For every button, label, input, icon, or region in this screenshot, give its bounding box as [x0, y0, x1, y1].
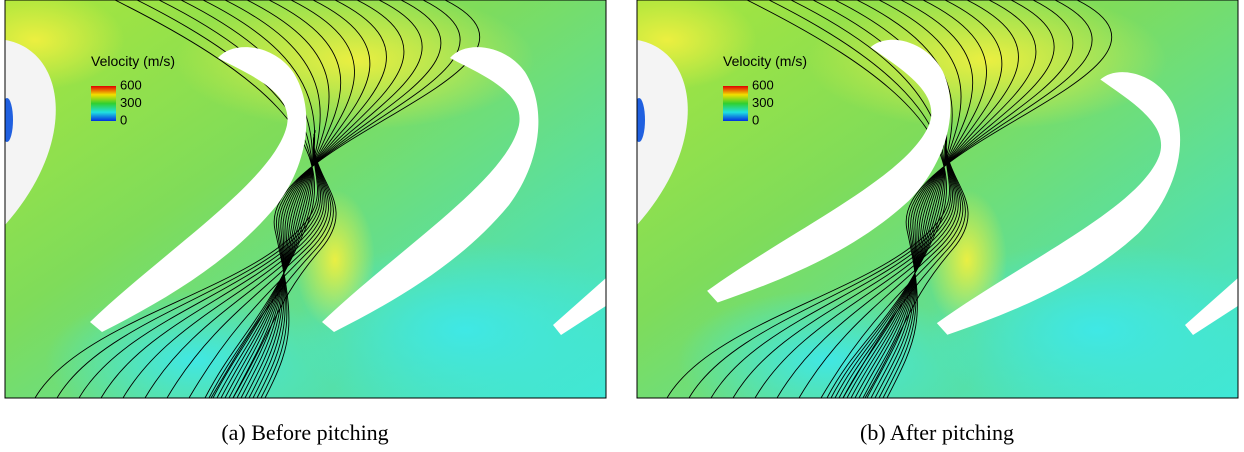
streamline: [688, 129, 952, 398]
colorbar-tick-label: 0: [120, 112, 127, 127]
streamline: [886, 0, 1112, 398]
high-velocity-region: [175, 0, 535, 130]
streamline: [34, 129, 318, 398]
colorbar: [723, 86, 748, 121]
frame: [636, 0, 1239, 399]
hub-edge: [5, 98, 13, 142]
streamline: [820, 129, 964, 398]
streamline: [202, 0, 316, 398]
streamline: [874, 0, 1055, 398]
colorbar-tick-label: 300: [120, 95, 142, 110]
legend-title: Velocity (m/s): [91, 53, 175, 69]
streamline: [252, 0, 423, 398]
streamline: [854, 0, 974, 398]
hub: [5, 40, 56, 225]
streamline: [846, 0, 953, 398]
streamline: [56, 129, 320, 398]
blade: [707, 39, 951, 303]
colorbar-tick-label: 0: [752, 112, 759, 127]
blade: [322, 47, 539, 332]
contour-plot: [637, 0, 1238, 398]
streamline: [232, 129, 337, 398]
blade: [936, 72, 1181, 335]
streamline: [188, 129, 332, 398]
frame: [4, 0, 607, 399]
colorbar-tick-label: 600: [120, 77, 142, 92]
panel: Velocity (m/s) 600 300 0 (b) After pitching: [636, 0, 1239, 445]
blade: [1185, 277, 1238, 335]
streamline: [224, 0, 321, 398]
colorbar: [91, 86, 116, 121]
streamline: [256, 0, 442, 398]
hub: [637, 40, 688, 225]
streamline: [790, 0, 945, 398]
streamline: [768, 0, 946, 398]
streamline: [732, 129, 955, 398]
streamline: [244, 0, 387, 398]
streamline: [100, 129, 323, 398]
streamline: [858, 0, 987, 398]
streamline: [710, 129, 953, 398]
streamline: [240, 0, 371, 398]
caption: (a) Before pitching: [221, 420, 388, 445]
streamline: [746, 0, 947, 398]
streamline: [776, 129, 959, 398]
streamline: [878, 0, 1074, 398]
streamline: [144, 129, 327, 398]
streamline: [866, 0, 1019, 398]
streamline: [210, 129, 334, 398]
streamline: [122, 129, 325, 398]
panel: Velocity (m/s) 600 300 0 (a) Before pitching: [4, 0, 607, 445]
colorbar-tick-label: 300: [752, 95, 774, 110]
streamline: [862, 0, 1003, 398]
streamline: [78, 129, 321, 398]
streamline: [842, 129, 966, 398]
streamline: [248, 0, 405, 398]
streamline: [232, 0, 342, 398]
blade: [553, 277, 606, 335]
blade: [90, 47, 307, 332]
hub-edge: [637, 98, 645, 142]
streamline: [236, 0, 355, 398]
caption: (b) After pitching: [860, 420, 1014, 445]
streamline: [864, 129, 969, 398]
streamline: [666, 129, 950, 398]
streamline: [754, 129, 957, 398]
legend-title: Velocity (m/s): [723, 53, 807, 69]
colorbar-tick-label: 600: [752, 77, 774, 92]
streamline: [228, 0, 330, 398]
streamline: [798, 129, 961, 398]
high-velocity-region: [807, 0, 1167, 130]
streamline: [850, 0, 962, 398]
contour-plot: [5, 0, 606, 398]
streamline: [870, 0, 1037, 398]
streamline: [114, 0, 315, 398]
streamline: [882, 0, 1093, 398]
streamline: [166, 129, 329, 398]
